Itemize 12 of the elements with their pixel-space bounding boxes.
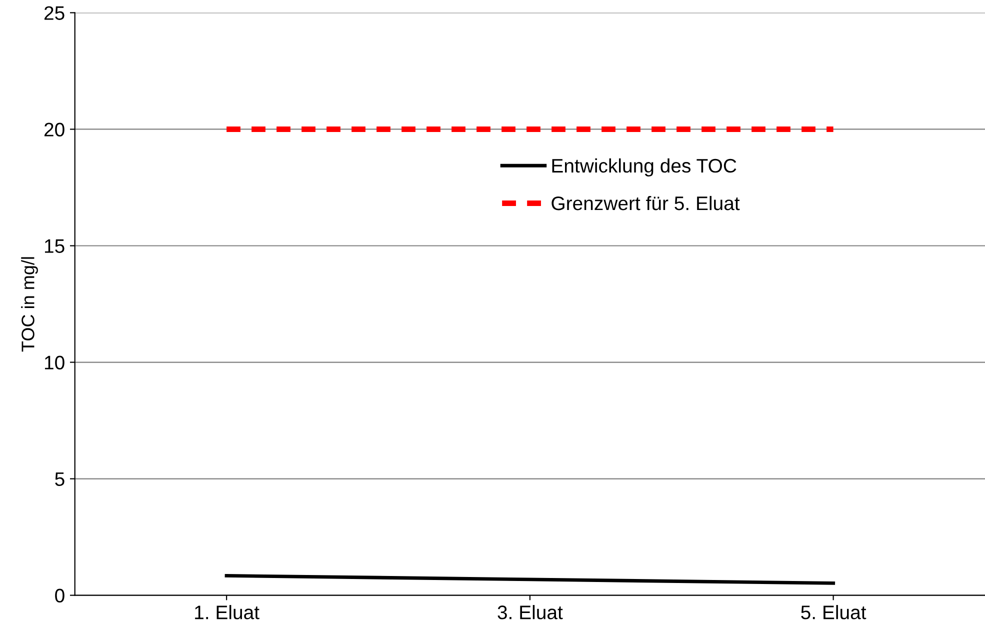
y-tick-label: 20 (44, 122, 64, 136)
legend-label: Grenzwert für 5. Eluat (552, 196, 740, 210)
x-tick-label: 3. Eluat (498, 605, 563, 620)
x-tick-label: 1. Eluat (195, 605, 260, 620)
y-axis-title: TOC in mg/l (21, 257, 38, 352)
legend-label: Entwicklung des TOC (552, 158, 736, 177)
y-tick-label: 0 (55, 588, 64, 603)
y-tick-label: 25 (44, 6, 64, 20)
x-tick-label: 5. Eluat (801, 605, 866, 620)
y-tick-label: 10 (44, 356, 64, 370)
y-tick-label: 5 (55, 472, 64, 486)
y-tick-label: 15 (44, 239, 64, 253)
